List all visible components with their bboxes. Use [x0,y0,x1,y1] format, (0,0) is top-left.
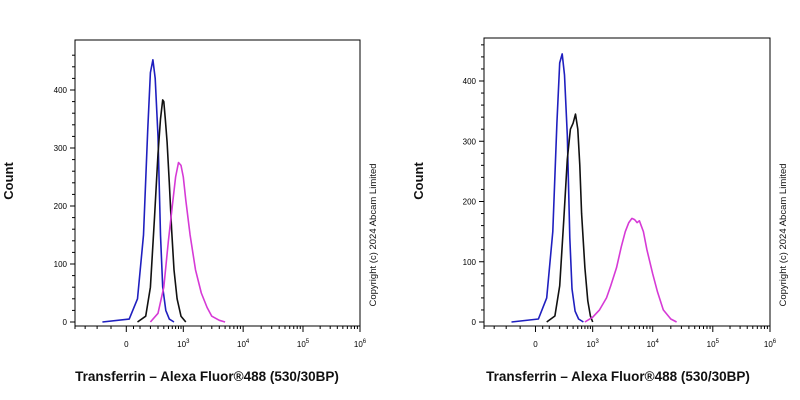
y-tick-label: 300 [54,144,68,153]
x-axis-title: Transferrin – Alexa Fluor®488 (530/30BP) [486,369,750,384]
y-tick-label: 200 [54,202,68,211]
copyright-annotation: Copyright (c) 2024 Abcam Limited [368,163,379,306]
x-tick-label: 103 [587,339,600,349]
plot-frame [483,37,771,327]
x-tick-label: 0 [533,340,538,349]
y-tick-label: 300 [463,137,477,146]
y-tick-label: 100 [463,258,477,267]
histogram-series-1 [102,59,175,323]
histogram-panel-left: 0 100 200 300 400 0 103 104 105 106 Count Transfe… [1,39,379,384]
y-tick-label: 0 [63,318,68,327]
y-axis-title: Count [1,162,16,200]
y-tick-label: 200 [463,198,477,207]
x-tick-label: 104 [647,339,660,349]
histogram-series-3 [584,217,677,323]
x-tick-label: 103 [177,339,190,349]
plot-frame [74,39,361,327]
y-tick-label: 0 [472,318,477,327]
x-tick-label: 106 [354,339,367,349]
histogram-panel-right: 0 100 200 300 400 0 103 104 105 106 Count Transfe… [411,37,789,384]
x-tick-label: 104 [237,339,250,349]
y-axis-title: Count [411,162,426,200]
x-tick-label: 0 [124,340,129,349]
copyright-annotation: Copyright (c) 2024 Abcam Limited [778,163,789,306]
y-tick-label: 400 [54,86,68,95]
histogram-series-1 [511,53,584,323]
histogram-series-2 [137,99,187,323]
x-tick-label: 105 [297,339,310,349]
y-tick-label: 100 [54,260,68,269]
histogram-series-2 [546,113,594,323]
x-tick-label: 106 [764,339,777,349]
x-tick-label: 105 [707,339,720,349]
y-tick-label: 400 [463,77,477,86]
histogram-series-3 [149,161,226,323]
x-axis-title: Transferrin – Alexa Fluor®488 (530/30BP) [75,369,339,384]
